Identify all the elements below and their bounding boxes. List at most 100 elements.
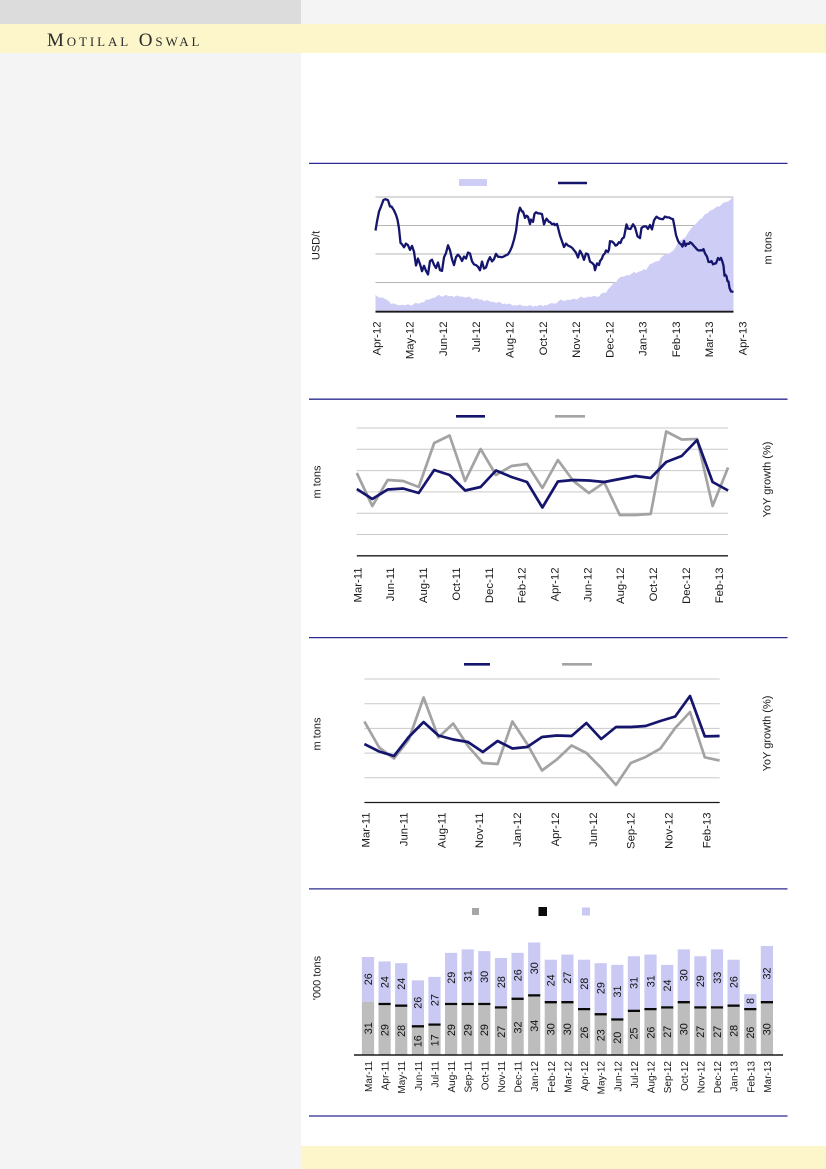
svg-text:32: 32 [762,967,774,979]
svg-text:26: 26 [579,1027,591,1039]
svg-text:23: 23 [596,1029,608,1041]
svg-text:YoY growth (%): YoY growth (%) [761,696,773,772]
svg-text:30: 30 [679,969,691,981]
svg-text:Jun-12: Jun-12 [438,322,450,357]
svg-text:Dec-11: Dec-11 [484,568,496,604]
svg-text:Nov-12: Nov-12 [664,813,676,849]
svg-text:Apr-13: Apr-13 [738,322,750,356]
svg-text:30: 30 [479,971,491,983]
svg-text:'000 tons: '000 tons [312,955,324,1000]
svg-text:m tons: m tons [763,231,775,265]
svg-text:m tons: m tons [312,465,324,499]
svg-text:YoY growth (%): YoY growth (%) [761,442,773,518]
svg-text:29: 29 [695,975,707,987]
svg-text:Aug-12: Aug-12 [647,1061,658,1094]
svg-text:29: 29 [596,982,608,994]
svg-text:Mar-11: Mar-11 [361,813,373,848]
svg-text:Jun-11: Jun-11 [414,1061,425,1091]
svg-text:Jun-12: Jun-12 [588,813,600,848]
svg-text:m tons: m tons [312,717,324,751]
svg-text:Oct-12: Oct-12 [680,1061,691,1091]
svg-text:28: 28 [579,978,591,990]
svg-text:Jun-11: Jun-11 [399,813,411,847]
svg-text:Feb-12: Feb-12 [517,568,529,604]
svg-text:Sep-12: Sep-12 [663,1061,674,1094]
svg-text:Dec-12: Dec-12 [604,322,616,358]
svg-text:26: 26 [413,997,425,1009]
svg-text:24: 24 [396,978,408,990]
svg-text:Jun-12: Jun-12 [613,1061,624,1092]
svg-text:24: 24 [546,974,558,986]
svg-text:30: 30 [562,1023,574,1035]
svg-text:Aug-11: Aug-11 [418,568,430,604]
svg-text:28: 28 [728,1025,740,1037]
svg-text:Dec-12: Dec-12 [681,568,693,604]
svg-text:Nov-12: Nov-12 [696,1061,707,1094]
svg-text:Aug-11: Aug-11 [436,813,448,849]
svg-text:Sep-12: Sep-12 [626,813,638,849]
svg-text:Feb-13: Feb-13 [671,322,683,358]
svg-text:17: 17 [429,1034,441,1046]
svg-text:Dec-11: Dec-11 [514,1061,525,1093]
svg-text:29: 29 [446,972,458,984]
svg-text:May-12: May-12 [405,322,417,360]
svg-text:Apr-12: Apr-12 [580,1061,591,1091]
svg-text:Oct-11: Oct-11 [480,1061,491,1091]
svg-text:Aug-11: Aug-11 [447,1061,458,1093]
svg-text:Mar-11: Mar-11 [364,1061,375,1092]
svg-text:26: 26 [745,1027,757,1039]
svg-text:Jun-11: Jun-11 [385,568,397,602]
svg-text:Dec-12: Dec-12 [713,1061,724,1094]
svg-text:34: 34 [529,1020,541,1032]
svg-text:29: 29 [379,1024,391,1036]
svg-text:Aug-12: Aug-12 [615,568,627,604]
svg-text:30: 30 [762,1023,774,1035]
svg-text:24: 24 [379,976,391,988]
svg-text:16: 16 [413,1035,425,1047]
svg-text:Feb-13: Feb-13 [714,568,726,604]
svg-text:Nov-11: Nov-11 [497,1061,508,1093]
svg-text:Feb-13: Feb-13 [746,1061,757,1093]
svg-text:27: 27 [496,1026,508,1038]
svg-text:Feb-13: Feb-13 [701,813,713,849]
svg-text:33: 33 [712,972,724,984]
svg-text:Nov-11: Nov-11 [474,813,486,849]
svg-text:Nov-12: Nov-12 [571,322,583,358]
svg-text:27: 27 [562,972,574,984]
svg-text:27: 27 [695,1026,707,1038]
svg-text:Mar-13: Mar-13 [704,322,716,358]
svg-text:25: 25 [629,1027,641,1039]
svg-text:May-12: May-12 [597,1061,608,1095]
svg-text:Apr-11: Apr-11 [381,1061,392,1091]
svg-text:Oct-12: Oct-12 [648,568,660,602]
svg-text:8: 8 [745,998,757,1004]
svg-text:Feb-12: Feb-12 [547,1061,558,1093]
svg-text:Apr-12: Apr-12 [550,568,562,602]
svg-text:Jan-13: Jan-13 [638,322,650,357]
svg-text:31: 31 [645,975,657,987]
svg-text:Jan-12: Jan-12 [512,813,524,848]
svg-text:Jun-12: Jun-12 [582,568,594,603]
svg-text:Sep-11: Sep-11 [464,1061,475,1093]
svg-text:27: 27 [429,994,441,1006]
svg-text:26: 26 [645,1027,657,1039]
svg-text:Mar-11: Mar-11 [352,568,364,603]
svg-text:29: 29 [479,1024,491,1036]
svg-text:26: 26 [363,973,375,985]
svg-text:27: 27 [712,1026,724,1038]
svg-text:May-11: May-11 [397,1061,408,1094]
svg-text:32: 32 [512,1021,524,1033]
svg-text:26: 26 [728,976,740,988]
svg-text:31: 31 [612,985,624,997]
svg-text:31: 31 [463,970,475,982]
svg-text:29: 29 [463,1024,475,1036]
svg-text:Apr-12: Apr-12 [550,813,562,847]
svg-text:28: 28 [396,1025,408,1037]
svg-text:30: 30 [529,962,541,974]
svg-text:Jan-12: Jan-12 [530,1061,541,1092]
svg-text:Oct-11: Oct-11 [451,568,463,601]
svg-text:31: 31 [363,1022,375,1034]
svg-text:20: 20 [612,1032,624,1044]
svg-text:31: 31 [629,977,641,989]
svg-text:Jan-13: Jan-13 [730,1061,741,1092]
